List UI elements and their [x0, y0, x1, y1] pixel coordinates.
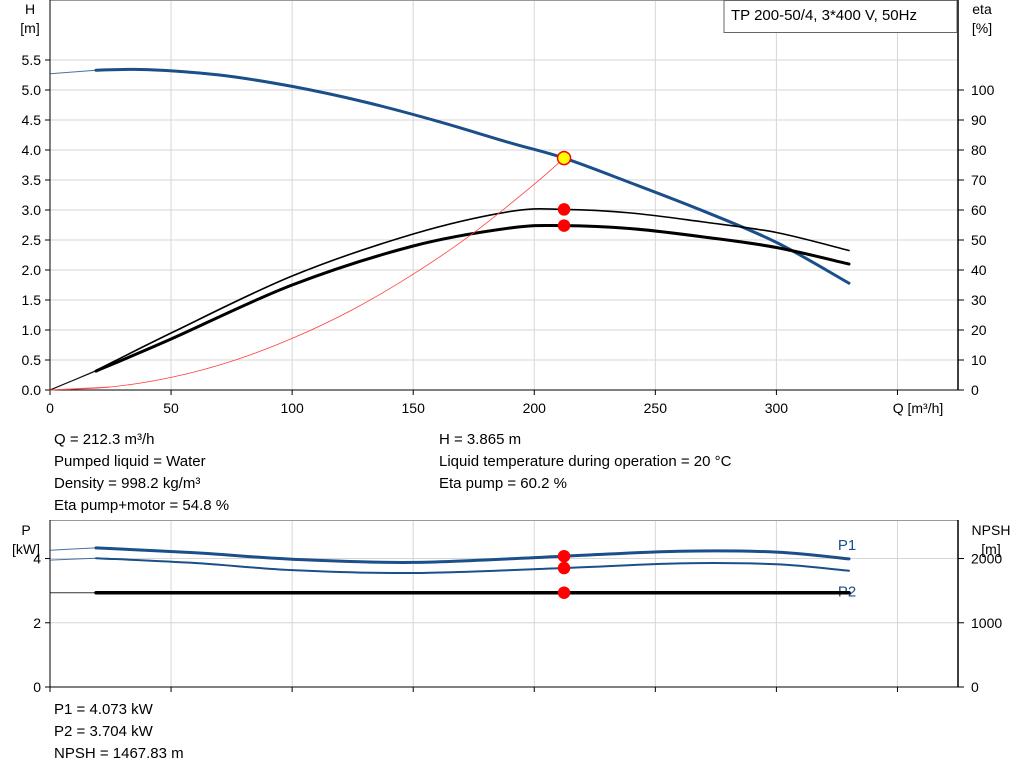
qh-series-0-line: [94, 67, 851, 285]
power-y-tick-label: 0: [33, 679, 41, 695]
power-right-axis-name: NPSH: [972, 522, 1011, 538]
power-plot-frame: [49, 520, 959, 688]
qh-y2-tick-label: 20: [971, 322, 987, 338]
qh-y-tick-label: 0.5: [22, 352, 42, 368]
operating-point-info-right: H = 3.865 m Liquid temperature during op…: [439, 429, 731, 495]
qh-operating-point-marker: [557, 203, 571, 216]
qh-y2-tick-label: 70: [971, 172, 987, 188]
qh-y2-tick-label: 30: [971, 292, 987, 308]
power-series-0-line: [94, 546, 851, 564]
power-y-tick-label: 4: [33, 551, 41, 567]
npsh-text: NPSH = 1467.83 m: [54, 745, 184, 762]
qh-y-tick-label: 4.0: [22, 142, 42, 158]
qh-y2-tick-label: 10: [971, 352, 987, 368]
qh-y2-tick-label: 0: [971, 382, 979, 398]
power-operating-point-marker: [557, 561, 571, 575]
qh-x-tick-label: 250: [644, 400, 668, 416]
qh-y-tick-label: 4.5: [22, 112, 42, 128]
qh-y-tick-label: 2.5: [22, 232, 42, 248]
liquid-temperature-text: Liquid temperature during operation = 20…: [439, 453, 732, 470]
qh-y-tick-label: 3.0: [22, 202, 42, 218]
density-text: Density = 998.2 kg/m³: [54, 475, 201, 492]
qh-y2-tick-label: 60: [971, 202, 987, 218]
qh-operating-point-marker: [556, 150, 572, 166]
p1-text: P1 = 4.073 kW: [54, 701, 153, 718]
qh-operating-point-marker: [557, 219, 571, 232]
qh-series-3-line: [49, 157, 565, 391]
qh-x-axis-label: Q [m³/h]: [893, 400, 944, 416]
qh-series-1-line: [95, 208, 850, 372]
power-info: P1 = 4.073 kW P2 = 3.704 kW NPSH = 1467.…: [54, 699, 184, 765]
qh-series-2-extension: [49, 370, 97, 391]
p2-text: P2 = 3.704 kW: [54, 723, 153, 740]
qh-y2-tick-label: 50: [971, 232, 987, 248]
power-series-label: P1: [838, 537, 856, 554]
qh-x-tick-label: 300: [765, 400, 789, 416]
power-right-axis-unit: [m]: [981, 541, 1000, 557]
qh-left-axis-name: H: [25, 1, 35, 17]
qh-y-tick-label: 0.0: [22, 382, 42, 398]
pumped-liquid-text: Pumped liquid = Water: [54, 453, 206, 470]
qh-y2-tick-label: 100: [971, 82, 995, 98]
power-series-0-extension: [49, 547, 97, 551]
power-operating-point-marker: [557, 586, 571, 599]
qh-x-tick-label: 150: [402, 400, 426, 416]
qh-series-2-line: [94, 223, 851, 373]
chart-title: TP 200-50/4, 3*400 V, 50Hz: [731, 7, 917, 24]
qh-right-axis-name: eta: [972, 1, 992, 17]
power-y2-tick-label: 2000: [971, 551, 1002, 567]
qh-y-tick-label: 5.0: [22, 82, 42, 98]
flow-rate-text: Q = 212.3 m³/h: [54, 431, 155, 448]
qh-y-tick-label: 1.0: [22, 322, 42, 338]
power-y-tick-label: 2: [33, 615, 41, 631]
qh-y-tick-label: 3.5: [22, 172, 42, 188]
qh-x-tick-label: 50: [163, 400, 179, 416]
power-series-1-line: [95, 557, 850, 575]
operating-point-info-left: Q = 212.3 m³/h Pumped liquid = Water Den…: [54, 429, 229, 517]
qh-y2-tick-label: 40: [971, 262, 987, 278]
head-text: H = 3.865 m: [439, 431, 522, 448]
qh-series-0-extension: [49, 69, 97, 75]
qh-y2-tick-label: 90: [971, 112, 987, 128]
power-operating-point-marker: [557, 549, 571, 563]
title-box: [723, 0, 958, 33]
power-left-axis-unit: [kW]: [12, 541, 40, 557]
qh-y-tick-label: 5.5: [22, 52, 42, 68]
power-y2-tick-label: 0: [971, 679, 979, 695]
qh-y-tick-label: 1.5: [22, 292, 42, 308]
power-left-axis-name: P: [21, 522, 30, 538]
qh-y-tick-label: 2.0: [22, 262, 42, 278]
power-series-1-extension: [49, 557, 97, 561]
qh-y2-tick-label: 80: [971, 142, 987, 158]
eta-pump-text: Eta pump = 60.2 %: [439, 475, 567, 492]
qh-right-axis-unit: [%]: [972, 20, 992, 36]
qh-x-tick-label: 200: [523, 400, 547, 416]
eta-pump-motor-text: Eta pump+motor = 54.8 %: [54, 497, 230, 514]
qh-left-axis-unit: [m]: [20, 20, 39, 36]
qh-x-tick-label: 100: [280, 400, 304, 416]
qh-chart: 0.0 0.5 1.0 1.5 2.0 2.5 3.0 3.5 4.0 4.5 5.0 5.5 0 10 2…: [20, 0, 995, 416]
qh-x-tick-label: 0: [46, 400, 54, 416]
power-y2-tick-label: 1000: [971, 615, 1002, 631]
